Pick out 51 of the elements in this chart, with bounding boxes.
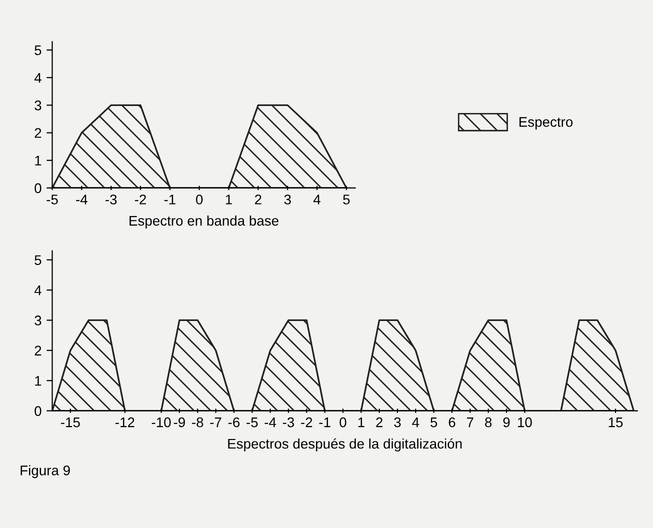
x-tick-label: 7: [467, 418, 474, 428]
y-tick-label: 2: [34, 346, 42, 356]
x-tick-label: 15: [608, 418, 623, 428]
y-tick-label: 3: [34, 316, 42, 326]
x-tick-label: 0: [340, 417, 346, 428]
y-tick-label: 1: [35, 156, 42, 166]
x-tick-label: -5: [246, 418, 258, 428]
y-tick-label: 1: [35, 376, 42, 386]
x-tick-label: 6: [448, 417, 456, 428]
x-tick-label: -1: [319, 418, 330, 428]
x-tick-label: 3: [394, 417, 401, 428]
y-tick-label: 5: [34, 45, 42, 56]
x-tick-label: -3: [282, 417, 294, 428]
x-tick-label: -1: [164, 194, 176, 204]
x-tick-label: 2: [254, 194, 262, 204]
x-tick-label: 0: [196, 194, 203, 204]
x-tick-label: 5: [343, 194, 350, 204]
x-tick-label: 9: [503, 417, 510, 428]
x-tick-label: 5: [430, 418, 438, 428]
x-tick-label: -7: [210, 418, 222, 428]
x-tick-label: -15: [60, 418, 80, 428]
x-tick-label: -4: [264, 418, 276, 428]
x-tick-label: -4: [76, 194, 88, 204]
x-tick-label: 4: [313, 194, 320, 204]
x-tick-label: -12: [116, 417, 134, 428]
x-tick-label: 8: [485, 417, 492, 428]
y-tick-label: 3: [34, 100, 42, 110]
x-tick-label: 1: [358, 418, 364, 428]
y-tick-label: 4: [34, 73, 42, 83]
x-tick-label: -9: [174, 417, 185, 428]
x-tick-label: -6: [228, 417, 240, 428]
x-tick-label: -10: [152, 417, 171, 428]
legend-label: Espectro: [519, 117, 573, 130]
x-tick-label: -5: [46, 194, 58, 204]
x-axis-title: Espectro en banda base: [130, 216, 278, 228]
y-tick-label: 4: [34, 286, 42, 296]
x-tick-label: -2: [301, 417, 312, 428]
y-tick-label: 0: [34, 183, 42, 194]
y-tick-label: 0: [34, 406, 42, 416]
y-tick-label: 2: [34, 128, 42, 138]
x-tick-label: -2: [134, 194, 146, 204]
x-tick-label: 2: [376, 417, 382, 428]
text: Figura 9: [20, 465, 70, 478]
y-tick-label: 5: [34, 255, 42, 266]
x-tick-label: -3: [106, 194, 117, 204]
x-axis-title: Espectros después de la digitalización: [228, 438, 462, 452]
x-tick-label: 1: [226, 194, 232, 204]
x-tick-label: 10: [518, 417, 532, 428]
x-tick-label: -8: [192, 417, 204, 428]
x-tick-label: 3: [284, 194, 291, 204]
x-tick-label: 4: [412, 418, 420, 428]
